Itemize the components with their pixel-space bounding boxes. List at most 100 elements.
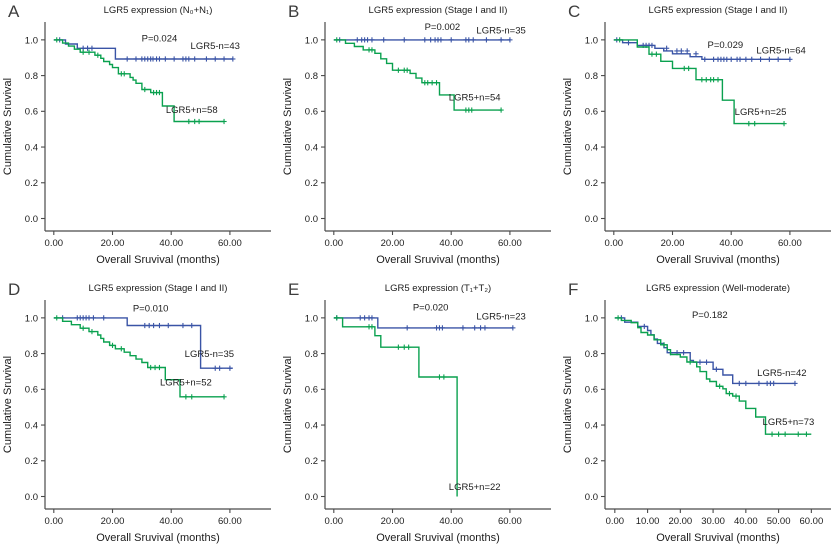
x-tick-label: 20.00 (381, 238, 405, 249)
panel-letter-d: D (8, 280, 21, 299)
km-chart-a: 0.0 0.2 0.4 0.6 0.8 1.0 0.00 20.00 40.00 60.00 LGR… (2, 5, 271, 266)
censor-marks-lgr5-positive (615, 315, 810, 437)
x-tick-label: 0.00 (325, 516, 344, 527)
x-tick-label: 40.00 (159, 516, 183, 527)
y-tick-label: 0.2 (305, 178, 318, 189)
km-chart-e: 0.0 0.2 0.4 0.6 0.8 1.0 0.00 20.00 40.00 60.00 LGR… (282, 283, 551, 544)
series-label-lgr5-negative: LGR5-n=23 (476, 312, 525, 323)
panel-title: LGR5 expression (Stage I and II) (369, 5, 508, 16)
panel-title: LGR5 expression (Stage I and II) (89, 283, 228, 294)
survival-curve-lgr5-positive (333, 317, 458, 497)
km-chart-b: 0.0 0.2 0.4 0.6 0.8 1.0 0.00 20.00 40.00 60.00 LGR… (282, 5, 551, 266)
x-tick-label: 0.00 (45, 238, 64, 249)
x-tick-label: 40.00 (719, 238, 743, 249)
censor-marks-lgr5-negative (334, 315, 516, 331)
km-chart-c: 0.0 0.2 0.4 0.6 0.8 1.0 0.00 20.00 40.00 60.00 LGR… (562, 5, 831, 266)
y-tick-label: 0.6 (25, 385, 38, 396)
censor-marks-lgr5-positive (334, 315, 447, 380)
panel-letter-c: C (568, 2, 581, 21)
p-value-label: P=0.024 (142, 34, 178, 45)
y-axis-label: Cumulative Sruvival (282, 356, 294, 453)
survival-curve-lgr5-positive (613, 39, 784, 125)
x-tick-label: 20.00 (668, 516, 692, 527)
censor-marks-lgr5-negative (337, 37, 513, 43)
y-tick-label: 0.2 (585, 456, 598, 467)
y-tick-label: 0.8 (25, 71, 38, 82)
y-axis-label: Cumulative Sruvival (2, 78, 14, 175)
p-value-label: P=0.020 (413, 303, 449, 314)
y-tick-label: 0.4 (585, 142, 598, 153)
censor-marks-lgr5-negative (60, 315, 233, 371)
y-tick-label: 0.2 (25, 456, 38, 467)
series-label-lgr5-positive: LGR5+n=52 (160, 378, 212, 389)
y-axis-label: Cumulative Sruvival (562, 356, 574, 453)
y-tick-label: 1.0 (25, 313, 38, 324)
y-tick-label: 1.0 (585, 313, 598, 324)
y-tick-label: 0.0 (305, 214, 318, 225)
survival-curve-lgr5-positive (614, 317, 812, 435)
y-axis-label: Cumulative Sruvival (282, 78, 294, 175)
x-tick-label: 60.00 (218, 516, 242, 527)
y-tick-label: 0.0 (305, 492, 318, 503)
x-tick-label: 60.00 (218, 238, 242, 249)
survival-curve-lgr5-negative (53, 317, 233, 369)
panel-letter-b: B (288, 2, 300, 21)
y-axis-label: Cumulative Sruvival (562, 78, 574, 175)
x-tick-label: 40.00 (734, 516, 758, 527)
km-panel-a: A 0.0 0.2 0.4 0.6 0.8 1.0 0.00 20.00 40.00 60.00 L… (0, 0, 280, 278)
series-label-lgr5-positive: LGR5+n=25 (735, 107, 787, 118)
y-tick-label: 0.0 (585, 214, 598, 225)
censor-marks-lgr5-positive (54, 37, 227, 125)
x-tick-label: 40.00 (439, 238, 463, 249)
y-tick-label: 1.0 (585, 35, 598, 46)
panel-letter-e: E (288, 280, 300, 299)
x-axis-label: Overall Sruvival (months) (376, 254, 499, 266)
x-tick-label: 10.00 (636, 516, 660, 527)
censor-marks-lgr5-positive (617, 37, 787, 127)
x-axis-label: Overall Sruvival (months) (656, 532, 779, 544)
x-tick-label: 40.00 (439, 516, 463, 527)
y-tick-label: 1.0 (305, 313, 318, 324)
x-tick-label: 60.00 (799, 516, 823, 527)
panel-title: LGR5 expression (N₀+N₁) (104, 5, 213, 16)
y-tick-label: 0.6 (585, 107, 598, 118)
series-label-lgr5-negative: LGR5-n=35 (185, 349, 234, 360)
x-tick-label: 0.00 (605, 238, 624, 249)
x-axis-label: Overall Sruvival (months) (656, 254, 779, 266)
survival-curve-lgr5-positive (53, 39, 224, 123)
km-chart-f: 0.0 0.2 0.4 0.6 0.8 1.0 0.00 10.00 20.00 30.00 40.… (562, 283, 831, 544)
series-label-lgr5-positive: LGR5+n=54 (449, 93, 501, 104)
x-axis-label: Overall Sruvival (months) (96, 532, 219, 544)
p-value-label: P=0.010 (133, 304, 169, 315)
km-panel-d: D 0.0 0.2 0.4 0.6 0.8 1.0 0.00 20.00 40.00 60.00 L… (0, 278, 280, 555)
x-tick-label: 60.00 (498, 516, 522, 527)
x-tick-label: 0.00 (325, 238, 344, 249)
km-chart-d: 0.0 0.2 0.4 0.6 0.8 1.0 0.00 20.00 40.00 60.00 LGR… (2, 283, 271, 544)
y-tick-label: 1.0 (25, 35, 38, 46)
x-tick-label: 40.00 (159, 238, 183, 249)
y-axis-label: Cumulative Sruvival (2, 356, 14, 453)
survival-curve-lgr5-negative (333, 317, 513, 329)
p-value-label: P=0.002 (425, 22, 461, 33)
y-tick-label: 0.8 (305, 349, 318, 360)
series-label-lgr5-negative: LGR5-n=64 (756, 45, 805, 56)
p-value-label: P=0.029 (708, 40, 744, 51)
panel-title: LGR5 expression (Well-moderate) (646, 283, 790, 294)
series-label-lgr5-positive: LGR5+n=22 (449, 482, 501, 493)
series-label-lgr5-positive: LGR5+n=73 (763, 417, 815, 428)
y-tick-label: 0.8 (585, 349, 598, 360)
y-tick-label: 0.4 (25, 142, 38, 153)
y-tick-label: 0.0 (25, 492, 38, 503)
x-tick-label: 30.00 (701, 516, 725, 527)
x-tick-label: 50.00 (767, 516, 791, 527)
y-tick-label: 0.4 (585, 420, 598, 431)
y-tick-label: 0.4 (305, 420, 318, 431)
series-label-lgr5-positive: LGR5+n=58 (166, 105, 218, 116)
y-tick-label: 0.6 (305, 107, 318, 118)
x-tick-label: 20.00 (101, 516, 125, 527)
series-label-lgr5-negative: LGR5-n=42 (757, 368, 806, 379)
panel-title: LGR5 expression (T₁+T₂) (385, 283, 491, 294)
y-tick-label: 0.0 (25, 214, 38, 225)
y-tick-label: 0.8 (585, 71, 598, 82)
y-tick-label: 0.4 (25, 420, 38, 431)
